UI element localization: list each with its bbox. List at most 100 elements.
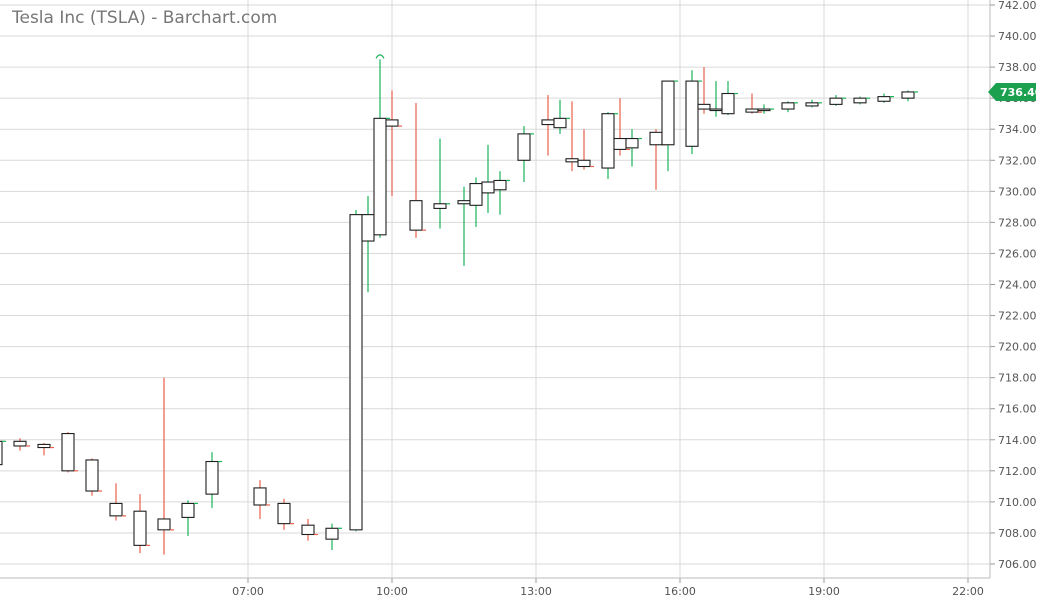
y-tick-label: 738.00 bbox=[998, 61, 1037, 74]
candle-body bbox=[325, 527, 339, 540]
candle-body bbox=[433, 203, 447, 209]
y-tick-label: 716.00 bbox=[998, 403, 1037, 416]
candle-body bbox=[205, 460, 219, 495]
candle-body bbox=[373, 117, 387, 236]
candle bbox=[181, 500, 198, 537]
candle-body bbox=[61, 433, 75, 472]
y-tick-label: 732.00 bbox=[998, 154, 1037, 167]
candle-body bbox=[829, 97, 843, 105]
y-tick-label: 724.00 bbox=[998, 279, 1037, 292]
y-tick-label: 718.00 bbox=[998, 372, 1037, 385]
candle-body bbox=[661, 80, 675, 146]
candle bbox=[13, 438, 30, 451]
y-tick-label: 706.00 bbox=[998, 558, 1037, 571]
x-tick-label: 13:00 bbox=[520, 585, 552, 598]
candle-body bbox=[109, 502, 123, 517]
candle-body bbox=[877, 96, 891, 102]
candle bbox=[157, 377, 174, 555]
last-price-label: 736.40 bbox=[1000, 86, 1038, 99]
grid-layer bbox=[0, 0, 990, 578]
candle bbox=[805, 99, 822, 108]
candle-body bbox=[481, 181, 495, 194]
y-tick-label: 708.00 bbox=[998, 527, 1037, 540]
candle-body bbox=[721, 92, 735, 115]
candle-body bbox=[565, 158, 579, 163]
candle-body bbox=[37, 443, 51, 449]
candle bbox=[577, 129, 594, 170]
candle bbox=[829, 95, 846, 106]
candle bbox=[133, 494, 150, 554]
last-price-badge: 736.40 bbox=[988, 82, 1038, 101]
candle-body bbox=[469, 183, 483, 206]
candle-body bbox=[277, 502, 291, 525]
candle-body bbox=[745, 108, 759, 113]
candle bbox=[553, 99, 570, 134]
candle-body bbox=[181, 502, 195, 518]
candle-body bbox=[853, 97, 867, 104]
candle-body bbox=[697, 103, 711, 110]
candle-layer bbox=[0, 54, 918, 555]
candle bbox=[0, 440, 6, 466]
candle-body bbox=[613, 137, 627, 150]
candle-body bbox=[757, 108, 771, 112]
candle bbox=[721, 81, 738, 116]
y-tick-label: 726.00 bbox=[998, 247, 1037, 260]
candle bbox=[493, 171, 510, 215]
candle-body bbox=[517, 133, 531, 161]
candle bbox=[61, 432, 78, 473]
candle bbox=[697, 67, 714, 114]
candle bbox=[661, 80, 678, 172]
candle-body bbox=[541, 119, 555, 126]
y-tick-label: 728.00 bbox=[998, 216, 1037, 229]
candle bbox=[373, 59, 390, 238]
candle-body bbox=[301, 524, 315, 536]
candle bbox=[649, 129, 666, 190]
candle bbox=[205, 452, 222, 509]
candle bbox=[301, 518, 318, 541]
candle bbox=[481, 144, 498, 214]
candle-body bbox=[13, 440, 27, 447]
candle bbox=[469, 177, 486, 228]
chart-title: Tesla Inc (TSLA) - Barchart.com bbox=[12, 8, 278, 28]
candle-body bbox=[409, 200, 423, 231]
y-tick-label: 720.00 bbox=[998, 341, 1037, 354]
candle bbox=[433, 138, 450, 229]
candle bbox=[781, 101, 798, 113]
y-tick-label: 714.00 bbox=[998, 434, 1037, 447]
candle-body bbox=[601, 113, 615, 169]
x-tick-label: 19:00 bbox=[808, 585, 840, 598]
candle-body bbox=[457, 200, 471, 205]
candle bbox=[253, 480, 270, 519]
candle-body bbox=[493, 179, 507, 191]
candle-body bbox=[553, 117, 567, 129]
candle bbox=[757, 104, 774, 114]
candle-body bbox=[133, 510, 147, 546]
candle-body bbox=[0, 440, 3, 466]
x-tick-label: 10:00 bbox=[376, 585, 408, 598]
candle bbox=[277, 498, 294, 530]
candle-body bbox=[781, 102, 795, 110]
candle-body bbox=[625, 137, 639, 149]
y-tick-label: 742.00 bbox=[998, 0, 1037, 12]
spike-marker bbox=[375, 54, 385, 59]
candle bbox=[517, 126, 534, 183]
x-tick-label: 16:00 bbox=[664, 585, 696, 598]
candle-body bbox=[361, 214, 375, 242]
candle-body bbox=[577, 159, 591, 168]
candle bbox=[109, 483, 126, 521]
candle bbox=[685, 70, 702, 155]
y-tick-label: 740.00 bbox=[998, 30, 1037, 43]
y-tick-label: 710.00 bbox=[998, 496, 1037, 509]
candle bbox=[901, 90, 918, 102]
candle-body bbox=[901, 91, 915, 99]
candle-body bbox=[157, 518, 171, 531]
y-tick-label: 712.00 bbox=[998, 465, 1037, 478]
candle-body bbox=[349, 214, 363, 531]
candle bbox=[601, 112, 618, 179]
candle-body bbox=[649, 131, 663, 146]
candle-body bbox=[805, 102, 819, 107]
candle-body bbox=[85, 459, 99, 492]
x-tick-label: 07:00 bbox=[232, 585, 264, 598]
